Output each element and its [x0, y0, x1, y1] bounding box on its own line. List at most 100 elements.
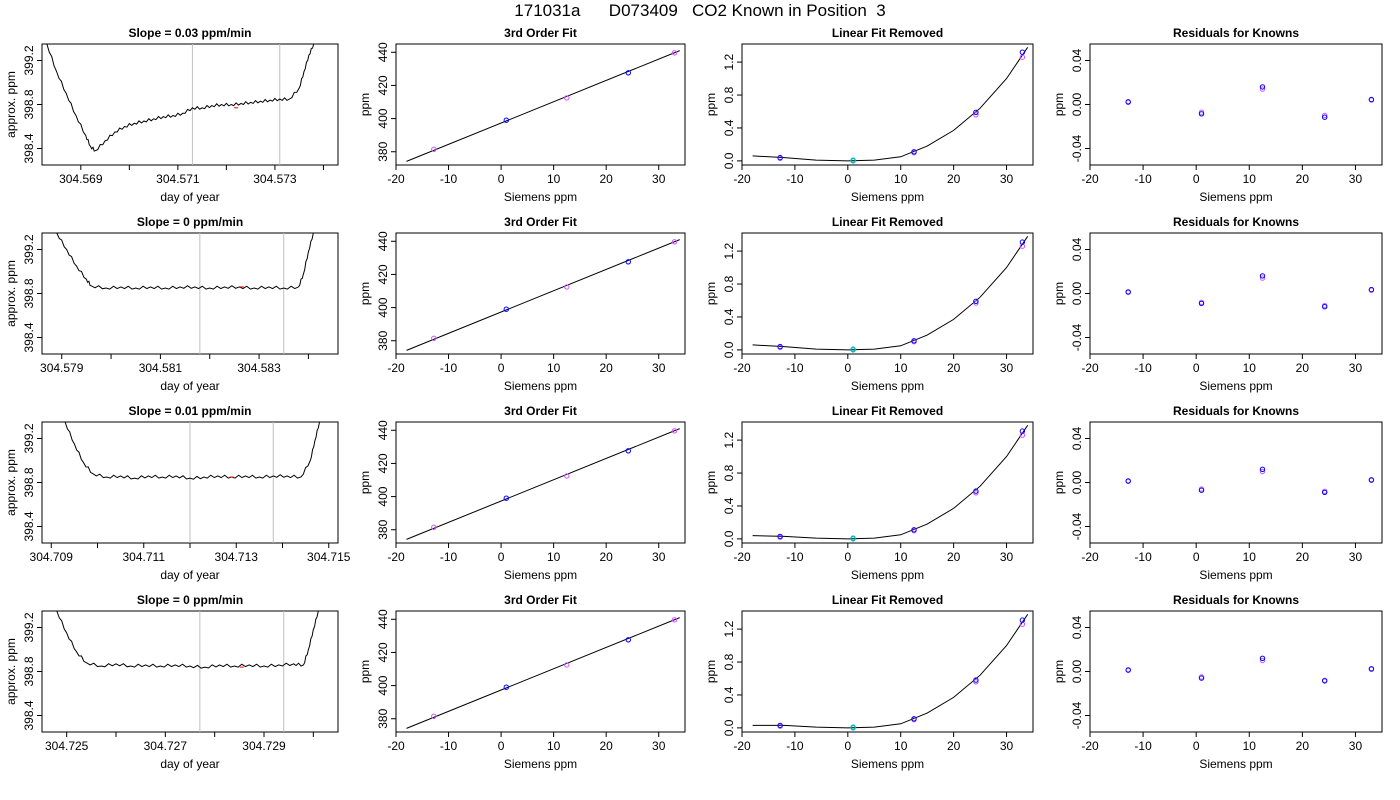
- x-tick-label: -10: [1134, 550, 1152, 564]
- data-point: [1368, 666, 1375, 672]
- y-tick-label: 0.4: [722, 686, 736, 703]
- panel-title: Residuals for Knowns: [1173, 215, 1299, 229]
- x-tick-label: -20: [387, 172, 405, 186]
- data-point: [911, 149, 917, 155]
- y-axis-label: ppm: [1052, 471, 1066, 494]
- data-point: [1125, 99, 1131, 105]
- data-point: [777, 722, 783, 729]
- x-tick-label: 0: [844, 550, 851, 564]
- data-point: [1322, 489, 1328, 496]
- x-tick-label: 10: [1243, 739, 1257, 753]
- y-tick-label: 440: [376, 231, 390, 251]
- data-point: [850, 346, 856, 352]
- y-tick-label: 0.04: [1070, 237, 1084, 261]
- x-tick-label: -10: [440, 361, 458, 375]
- x-tick-label: -20: [387, 550, 405, 564]
- x-tick-label: -20: [387, 361, 405, 375]
- plot-frame: [41, 610, 339, 733]
- plot-frame: [395, 43, 686, 166]
- panel-r1-c4: Residuals for Knowns -20 -10 0 10 20 30 -0.04 0.…: [1052, 26, 1383, 204]
- y-tick-label: 440: [376, 42, 390, 62]
- y-tick-label: 398.4: [22, 700, 36, 730]
- x-tick-label: 20: [947, 739, 961, 753]
- panel-r2-c3: Linear Fit Removed -20 -10 0 10 20 30 0.0 0.4 0.8…: [704, 215, 1034, 393]
- data-point: [503, 684, 509, 690]
- x-tick-label: 304.583: [237, 361, 281, 375]
- y-axis-label: ppm: [704, 282, 718, 305]
- y-tick-label: 0.8: [722, 464, 736, 481]
- x-tick-label: 304.581: [139, 361, 183, 375]
- x-tick-label: 20: [600, 550, 614, 564]
- x-tick-label: 10: [547, 550, 561, 564]
- y-tick-label: 1.2: [722, 53, 736, 70]
- x-tick-label: 20: [947, 361, 961, 375]
- y-tick-label: 398.8: [22, 89, 36, 119]
- x-tick-label: -20: [1081, 361, 1099, 375]
- data-point: [503, 306, 509, 312]
- x-tick-label: 30: [1349, 361, 1363, 375]
- x-tick-label: 30: [1000, 550, 1014, 564]
- panel-title: Slope = 0 ppm/min: [137, 593, 243, 607]
- x-tick-label: 304.573: [253, 172, 297, 186]
- data-point: [1198, 675, 1205, 681]
- fit-curve: [406, 239, 680, 351]
- panel-title: 3rd Order Fit: [504, 215, 577, 229]
- y-tick-label: 380: [376, 141, 390, 161]
- x-tick-label: -20: [733, 172, 751, 186]
- panel-title: Linear Fit Removed: [832, 593, 943, 607]
- y-tick-label: 0.04: [1070, 426, 1084, 450]
- x-axis-label: Siemens ppm: [851, 757, 924, 771]
- plot-area: [406, 617, 680, 729]
- x-tick-label: -20: [387, 739, 405, 753]
- panel-title: Linear Fit Removed: [832, 404, 943, 418]
- panel-r1-c3: Linear Fit Removed -20 -10 0 10 20 30 0.0 0.4 0.8…: [704, 26, 1034, 204]
- y-tick-label: 0.00: [1070, 281, 1084, 305]
- data-point: [564, 473, 570, 479]
- data-point: [1198, 300, 1205, 307]
- y-tick-label: 440: [376, 609, 390, 629]
- panel-title: Residuals for Knowns: [1173, 26, 1299, 40]
- data-point: [1368, 477, 1375, 483]
- x-tick-label: 30: [652, 739, 666, 753]
- x-tick-label: -20: [733, 361, 751, 375]
- x-axis-label: Siemens ppm: [1199, 568, 1272, 582]
- x-tick-label: 20: [1296, 550, 1310, 564]
- x-tick-label: 30: [1349, 172, 1363, 186]
- data-point: [564, 284, 570, 290]
- data-point: [671, 617, 678, 623]
- x-axis-label: Siemens ppm: [851, 568, 924, 582]
- panel-r3-c2: 3rd Order Fit -20 -10 0 10 20 30 380 400 420 440 Si…: [358, 404, 686, 582]
- plot-area: [46, 44, 315, 165]
- y-tick-label: 0.8: [722, 86, 736, 103]
- x-tick-label: -10: [440, 739, 458, 753]
- x-tick-label: 0: [498, 172, 505, 186]
- data-point: [503, 117, 509, 123]
- y-tick-label: 1.2: [722, 242, 736, 259]
- y-axis-label: ppm: [704, 660, 718, 683]
- x-axis-label: Siemens ppm: [1199, 379, 1272, 393]
- x-tick-label: 304.709: [30, 550, 74, 564]
- y-tick-label: 0.0: [722, 152, 736, 169]
- y-tick-label: 0.0: [722, 719, 736, 736]
- plot-frame: [395, 421, 686, 544]
- plot-area: [406, 239, 680, 351]
- data-point: [1368, 96, 1375, 103]
- plot-frame: [1089, 610, 1383, 733]
- plot-frame: [41, 232, 339, 355]
- plot-area: [1125, 655, 1375, 684]
- x-tick-label: -20: [1081, 550, 1099, 564]
- plot-frame: [1089, 43, 1383, 166]
- x-tick-label: 10: [894, 739, 908, 753]
- data-point: [777, 343, 783, 350]
- y-axis-label: ppm: [358, 93, 372, 116]
- x-tick-label: 10: [1243, 361, 1257, 375]
- x-tick-label: -10: [786, 361, 804, 375]
- data-point: [973, 112, 979, 118]
- data-point: [1368, 286, 1375, 293]
- y-tick-label: -0.04: [1070, 324, 1084, 352]
- x-tick-label: -10: [440, 172, 458, 186]
- plot-frame: [395, 232, 686, 355]
- x-tick-label: 0: [844, 739, 851, 753]
- data-point: [911, 527, 917, 533]
- data-point: [431, 146, 437, 153]
